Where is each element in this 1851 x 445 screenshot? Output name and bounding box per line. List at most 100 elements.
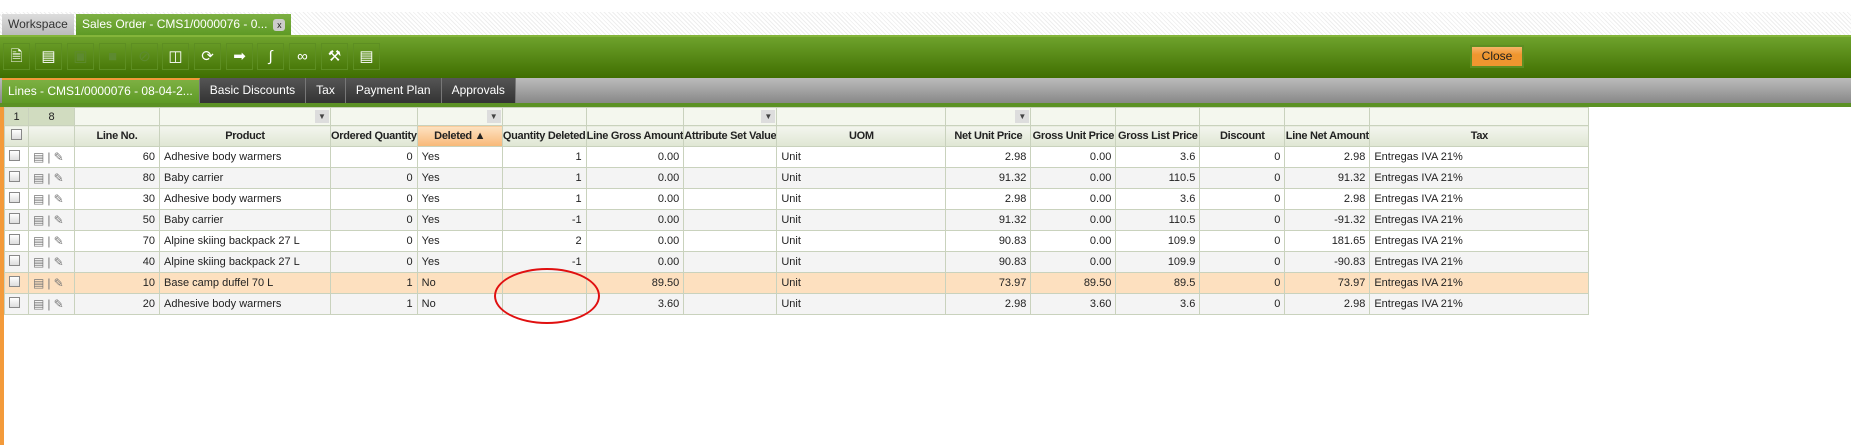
cell[interactable]: Entregas IVA 21% [1369, 272, 1590, 294]
cell[interactable]: 3.6 [1115, 146, 1201, 168]
cell[interactable]: 1 [501, 167, 587, 189]
table-row[interactable]: ▤ | ✎ 30 Adhesive body warmers 0 Yes 1 0.00 Uni… [4, 188, 1590, 210]
close-button[interactable]: Close [1470, 45, 1524, 68]
cell[interactable]: 90.83 [945, 251, 1032, 273]
tools-icon[interactable]: ⚒ [321, 43, 348, 70]
cell[interactable]: 0 [330, 146, 418, 168]
filter-input[interactable] [1369, 107, 1590, 126]
cell[interactable]: 2.98 [1284, 188, 1371, 210]
cell[interactable]: Entregas IVA 21% [1369, 251, 1590, 273]
cell[interactable] [683, 272, 778, 294]
column-header[interactable]: Line Net Amount [1284, 125, 1371, 147]
cell[interactable]: 89.50 [585, 272, 685, 294]
cell[interactable]: -1 [501, 209, 587, 231]
form-view-icon[interactable]: ▤ [33, 234, 45, 248]
table-row[interactable]: ▤ | ✎ 10 Base camp duffel 70 L 1 No 89.50 Unit… [4, 272, 1590, 294]
filter-input[interactable] [501, 107, 587, 126]
link-icon[interactable]: ∞ [289, 43, 316, 70]
filter-input[interactable] [1284, 107, 1371, 126]
filter-input[interactable] [330, 107, 418, 126]
new-document-icon[interactable]: 🗎 [3, 43, 30, 70]
cell[interactable]: Adhesive body warmers [159, 188, 331, 210]
tab-payment-plan[interactable]: Payment Plan [345, 78, 442, 103]
cell[interactable]: 91.32 [945, 167, 1032, 189]
cell[interactable]: Yes [416, 167, 503, 189]
cell[interactable]: Yes [416, 251, 503, 273]
cell[interactable]: 0 [330, 251, 418, 273]
cell[interactable] [683, 167, 778, 189]
cell[interactable]: Entregas IVA 21% [1369, 230, 1590, 252]
tab-approvals[interactable]: Approvals [441, 78, 516, 103]
cell[interactable]: -1 [501, 251, 587, 273]
cell[interactable]: Baby carrier [159, 209, 331, 231]
tab-tax[interactable]: Tax [306, 78, 346, 103]
save-close-icon[interactable]: ■ [99, 43, 126, 70]
cell[interactable]: Adhesive body warmers [159, 146, 331, 168]
cell[interactable]: 109.9 [1115, 251, 1201, 273]
filter-input[interactable] [1115, 107, 1201, 126]
filter-input[interactable] [74, 107, 160, 126]
cell[interactable] [683, 188, 778, 210]
cell[interactable] [683, 209, 778, 231]
filter-input[interactable] [1030, 107, 1117, 126]
column-header[interactable]: Gross List Price [1115, 125, 1201, 147]
cell[interactable]: 110.5 [1115, 209, 1201, 231]
column-header[interactable]: Line Gross Amount [585, 125, 685, 147]
cell[interactable]: 0.00 [585, 251, 685, 273]
table-row[interactable]: ▤ | ✎ 40 Alpine skiing backpack 27 L 0 Yes -1… [4, 251, 1590, 273]
filter-input[interactable]: ▼ [683, 107, 778, 126]
cell[interactable]: 10 [74, 272, 160, 294]
cell[interactable]: -91.32 [1284, 209, 1371, 231]
cell[interactable]: 109.9 [1115, 230, 1201, 252]
filter-dropdown-icon[interactable]: ▼ [486, 110, 501, 123]
cell[interactable]: Yes [416, 230, 503, 252]
edit-icon[interactable]: ✎ [53, 150, 64, 164]
column-header[interactable]: Tax [1369, 125, 1590, 147]
cell[interactable]: 0 [330, 188, 418, 210]
edit-icon[interactable]: ✎ [53, 234, 64, 248]
cell[interactable]: 20 [74, 293, 160, 315]
cell[interactable]: 0.00 [585, 230, 685, 252]
cell[interactable]: 89.50 [1030, 272, 1117, 294]
cell[interactable]: 110.5 [1115, 167, 1201, 189]
row-checkbox[interactable] [4, 167, 29, 189]
tab-basic-discounts[interactable]: Basic Discounts [199, 78, 307, 103]
form-view-icon[interactable]: ▤ [33, 192, 45, 206]
cell[interactable]: 0.00 [1030, 209, 1117, 231]
cell[interactable]: Alpine skiing backpack 27 L [159, 230, 331, 252]
row-checkbox[interactable] [4, 146, 29, 168]
column-header[interactable]: Product [159, 125, 331, 147]
filter-dropdown-icon[interactable]: ▼ [1015, 110, 1030, 123]
filter-input[interactable] [776, 107, 947, 126]
column-header[interactable]: Line No. [74, 125, 160, 147]
delete-icon[interactable]: ◫ [162, 43, 189, 70]
cell[interactable]: 1 [330, 272, 418, 294]
cell[interactable]: 1 [501, 146, 587, 168]
column-header[interactable]: Quantity Deleted [501, 125, 587, 147]
cell[interactable]: Baby carrier [159, 167, 331, 189]
cell[interactable]: Unit [776, 167, 947, 189]
table-row[interactable]: ▤ | ✎ 80 Baby carrier 0 Yes 1 0.00 Unit 91.32 0.0… [4, 167, 1590, 189]
cell[interactable] [683, 293, 778, 315]
cell[interactable]: Unit [776, 146, 947, 168]
cell[interactable]: Yes [416, 209, 503, 231]
filter-input[interactable]: ▼ [159, 107, 331, 126]
cell[interactable]: Yes [416, 188, 503, 210]
column-header[interactable]: Net Unit Price [945, 125, 1032, 147]
cell[interactable]: Entregas IVA 21% [1369, 146, 1590, 168]
attachment-icon[interactable]: ∫ [257, 43, 284, 70]
cell[interactable]: Unit [776, 251, 947, 273]
edit-icon[interactable]: ✎ [53, 297, 64, 311]
form-view-icon[interactable]: ▤ [33, 213, 45, 227]
cell[interactable]: 0.00 [585, 146, 685, 168]
grid-view-icon[interactable]: ▤ [353, 43, 380, 70]
column-header[interactable]: UOM [776, 125, 947, 147]
form-view-icon[interactable]: ▤ [33, 171, 45, 185]
cell[interactable]: 91.32 [1284, 167, 1371, 189]
cell[interactable]: 0.00 [1030, 167, 1117, 189]
save-icon[interactable]: ▣ [67, 43, 94, 70]
cell[interactable]: Unit [776, 272, 947, 294]
cell[interactable]: 0 [330, 167, 418, 189]
column-header[interactable]: Gross Unit Price [1030, 125, 1117, 147]
cell[interactable]: 2.98 [945, 146, 1032, 168]
